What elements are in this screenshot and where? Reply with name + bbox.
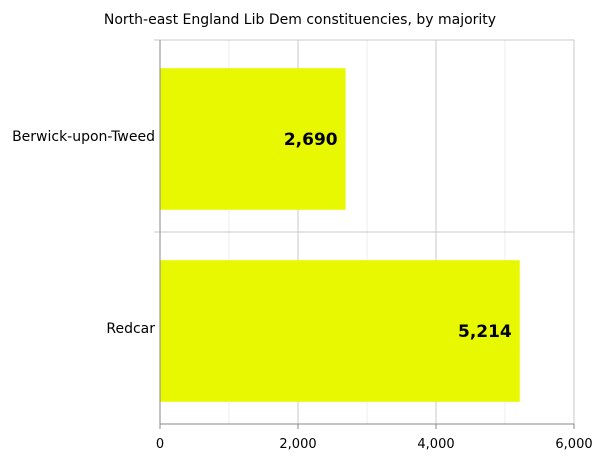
x-tick-label: 6,000 — [555, 437, 592, 452]
data-label: 2,690 — [284, 130, 338, 150]
category-label: Berwick-upon-Tweed — [12, 129, 155, 145]
chart-title: North-east England Lib Dem constituencie… — [104, 12, 496, 28]
x-tick-label: 2,000 — [279, 437, 316, 452]
bars — [160, 68, 520, 402]
data-label: 5,214 — [458, 322, 512, 342]
bar-redcar — [160, 260, 520, 402]
category-label: Redcar — [106, 321, 155, 337]
labels: 2,690 Berwick-upon-Tweed 5,214 Redcar 0 2,000… — [12, 129, 593, 452]
axes — [159, 40, 575, 429]
x-tick-label: 0 — [156, 437, 164, 452]
bar-berwick-upon-tweed — [160, 68, 346, 210]
x-tick-label: 4,000 — [417, 437, 454, 452]
